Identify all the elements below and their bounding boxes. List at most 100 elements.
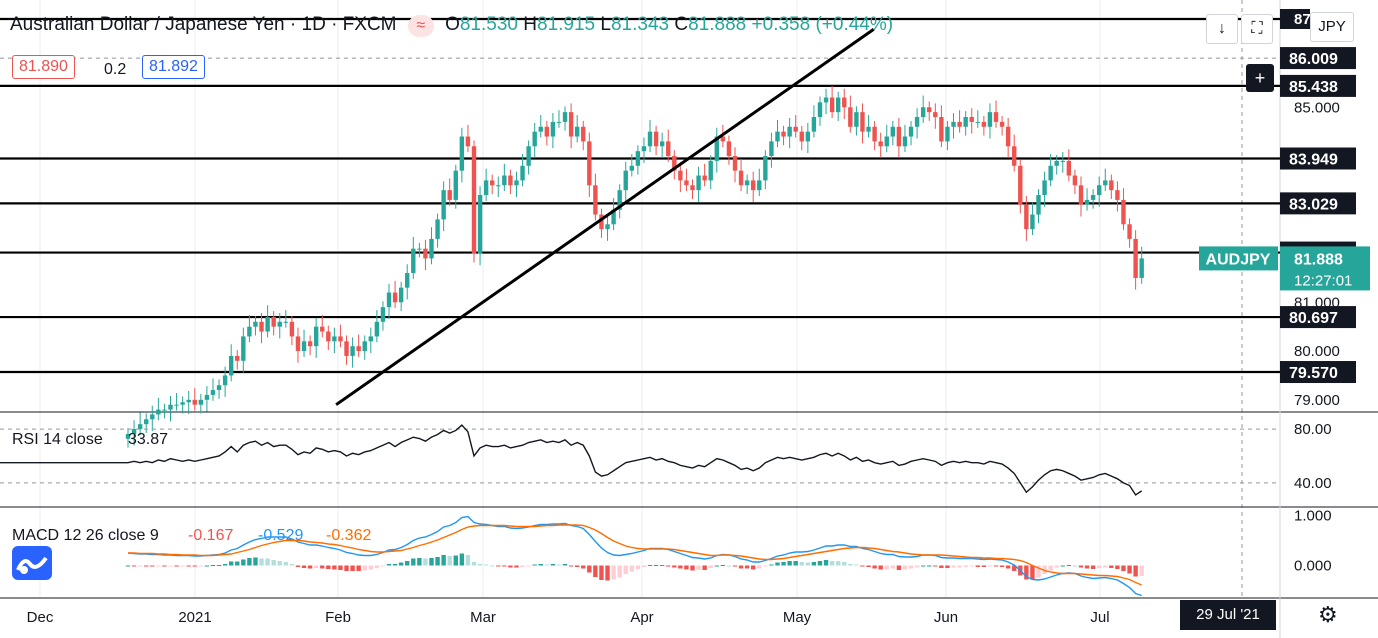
macd-hist-bar xyxy=(477,564,483,566)
macd-hist-bar xyxy=(823,560,829,566)
candle-body xyxy=(496,185,501,187)
candle-body xyxy=(1054,160,1059,166)
candle-body xyxy=(957,121,962,127)
rsi-title: RSI 14 close xyxy=(12,431,103,448)
macd-hist-bar xyxy=(429,558,434,566)
macd-hist-bar xyxy=(180,565,185,567)
add-plus-icon[interactable]: + xyxy=(1246,64,1274,92)
candle-body xyxy=(581,126,586,142)
bid-button[interactable]: 81.890 xyxy=(12,55,75,79)
candle-body xyxy=(247,326,252,337)
candle-body xyxy=(690,185,695,191)
candle-body xyxy=(429,238,434,259)
macd-hist-bar xyxy=(326,565,331,569)
candle-body xyxy=(1042,180,1047,196)
macd-hist-bar xyxy=(1024,565,1029,580)
candle-body xyxy=(471,146,477,254)
macd-hist-bar xyxy=(271,560,276,566)
candle-body xyxy=(854,112,859,127)
level-label-3: 83.029 xyxy=(1289,196,1338,213)
ask-button[interactable]: 81.892 xyxy=(142,55,205,79)
candle-body xyxy=(793,126,798,132)
level-label-bg-3 xyxy=(1280,192,1356,215)
candle-body xyxy=(459,136,465,171)
candle-body xyxy=(969,117,974,122)
candle-body xyxy=(295,336,301,352)
candle-body xyxy=(1072,175,1078,186)
candle-body xyxy=(860,112,865,132)
candle-body xyxy=(672,156,677,171)
macd-hist-bar xyxy=(544,564,550,566)
candle-body xyxy=(1115,190,1120,200)
macd-hist-bar xyxy=(902,565,908,570)
macd-hist-bar xyxy=(380,565,386,567)
candle-body xyxy=(823,97,829,103)
macd-hist-bar xyxy=(398,562,404,566)
candle-body xyxy=(933,112,938,118)
macd-hist-bar xyxy=(350,565,355,571)
candle-body xyxy=(1078,185,1084,205)
candle-body xyxy=(981,121,987,127)
date-cursor-label: 29 Jul '21 xyxy=(1180,600,1276,630)
macd-hist-bar xyxy=(963,565,968,567)
macd-hist-bar xyxy=(781,562,786,566)
macd-hist-bar xyxy=(502,565,507,567)
candle-body xyxy=(890,126,896,137)
currency-button[interactable]: JPY xyxy=(1310,12,1354,42)
macd-hist-bar xyxy=(914,565,920,568)
candle-body xyxy=(338,336,343,342)
fullscreen-icon[interactable]: ⛶ xyxy=(1241,14,1273,44)
macd-hist-bar xyxy=(1054,565,1059,568)
macd-hist-bar xyxy=(981,565,987,567)
candle-body xyxy=(1109,180,1114,191)
trendline-group xyxy=(335,28,875,406)
candle-body xyxy=(332,336,337,342)
macd-hist-bar xyxy=(878,565,883,570)
tradingview-logo-icon[interactable] xyxy=(12,546,52,580)
macd-hist-bar xyxy=(453,555,458,566)
candle-body xyxy=(872,126,877,142)
macd-hist-bar xyxy=(890,565,896,569)
macd-hist-bar xyxy=(647,565,653,566)
candle-body xyxy=(975,121,980,123)
macd-hist-bar xyxy=(775,562,780,566)
candle-body xyxy=(1005,126,1011,147)
last-price-label: 81.888 xyxy=(1294,251,1343,268)
macd-hist-bar xyxy=(957,565,962,568)
candle-body xyxy=(344,341,349,356)
download-icon[interactable]: ↓ xyxy=(1206,14,1238,44)
macd-hist-bar xyxy=(751,565,756,570)
low-label: L xyxy=(600,14,611,35)
price-tick-label: 79.000 xyxy=(1294,392,1340,409)
level-label-bg-2 xyxy=(1280,147,1356,170)
candle-body xyxy=(744,180,750,186)
macd-hist-bar xyxy=(854,564,859,566)
candle-body xyxy=(550,121,556,137)
macd-hist-bar xyxy=(344,565,349,571)
macd-hist-bar xyxy=(975,565,980,567)
candle-body xyxy=(787,126,792,137)
macd-line xyxy=(127,515,1142,597)
candle-body xyxy=(781,131,786,137)
candle-body xyxy=(265,316,270,332)
candle-body xyxy=(902,136,908,147)
gear-icon[interactable]: ⚙ xyxy=(1318,602,1338,627)
macd-hist-bar xyxy=(490,565,495,567)
high-value: 81.915 xyxy=(537,14,596,35)
candle-body xyxy=(678,170,683,181)
candle-body xyxy=(168,404,173,410)
macd-hist-bar xyxy=(320,565,325,569)
last-symbol-bg xyxy=(1199,246,1278,271)
candle-body xyxy=(435,219,440,239)
candle-body xyxy=(162,409,167,411)
macd-hist-bar xyxy=(1030,565,1035,580)
macd-hist-bar xyxy=(307,565,313,569)
macd-hist-bar xyxy=(332,565,337,570)
candle-body xyxy=(1066,160,1072,176)
macd-hist-bar xyxy=(593,565,598,577)
candle-body xyxy=(1084,199,1090,205)
macd-hist-bar xyxy=(125,565,131,567)
level-label-2: 83.949 xyxy=(1289,152,1338,169)
macd-hist-bar xyxy=(241,559,246,566)
candle-body xyxy=(222,375,228,386)
